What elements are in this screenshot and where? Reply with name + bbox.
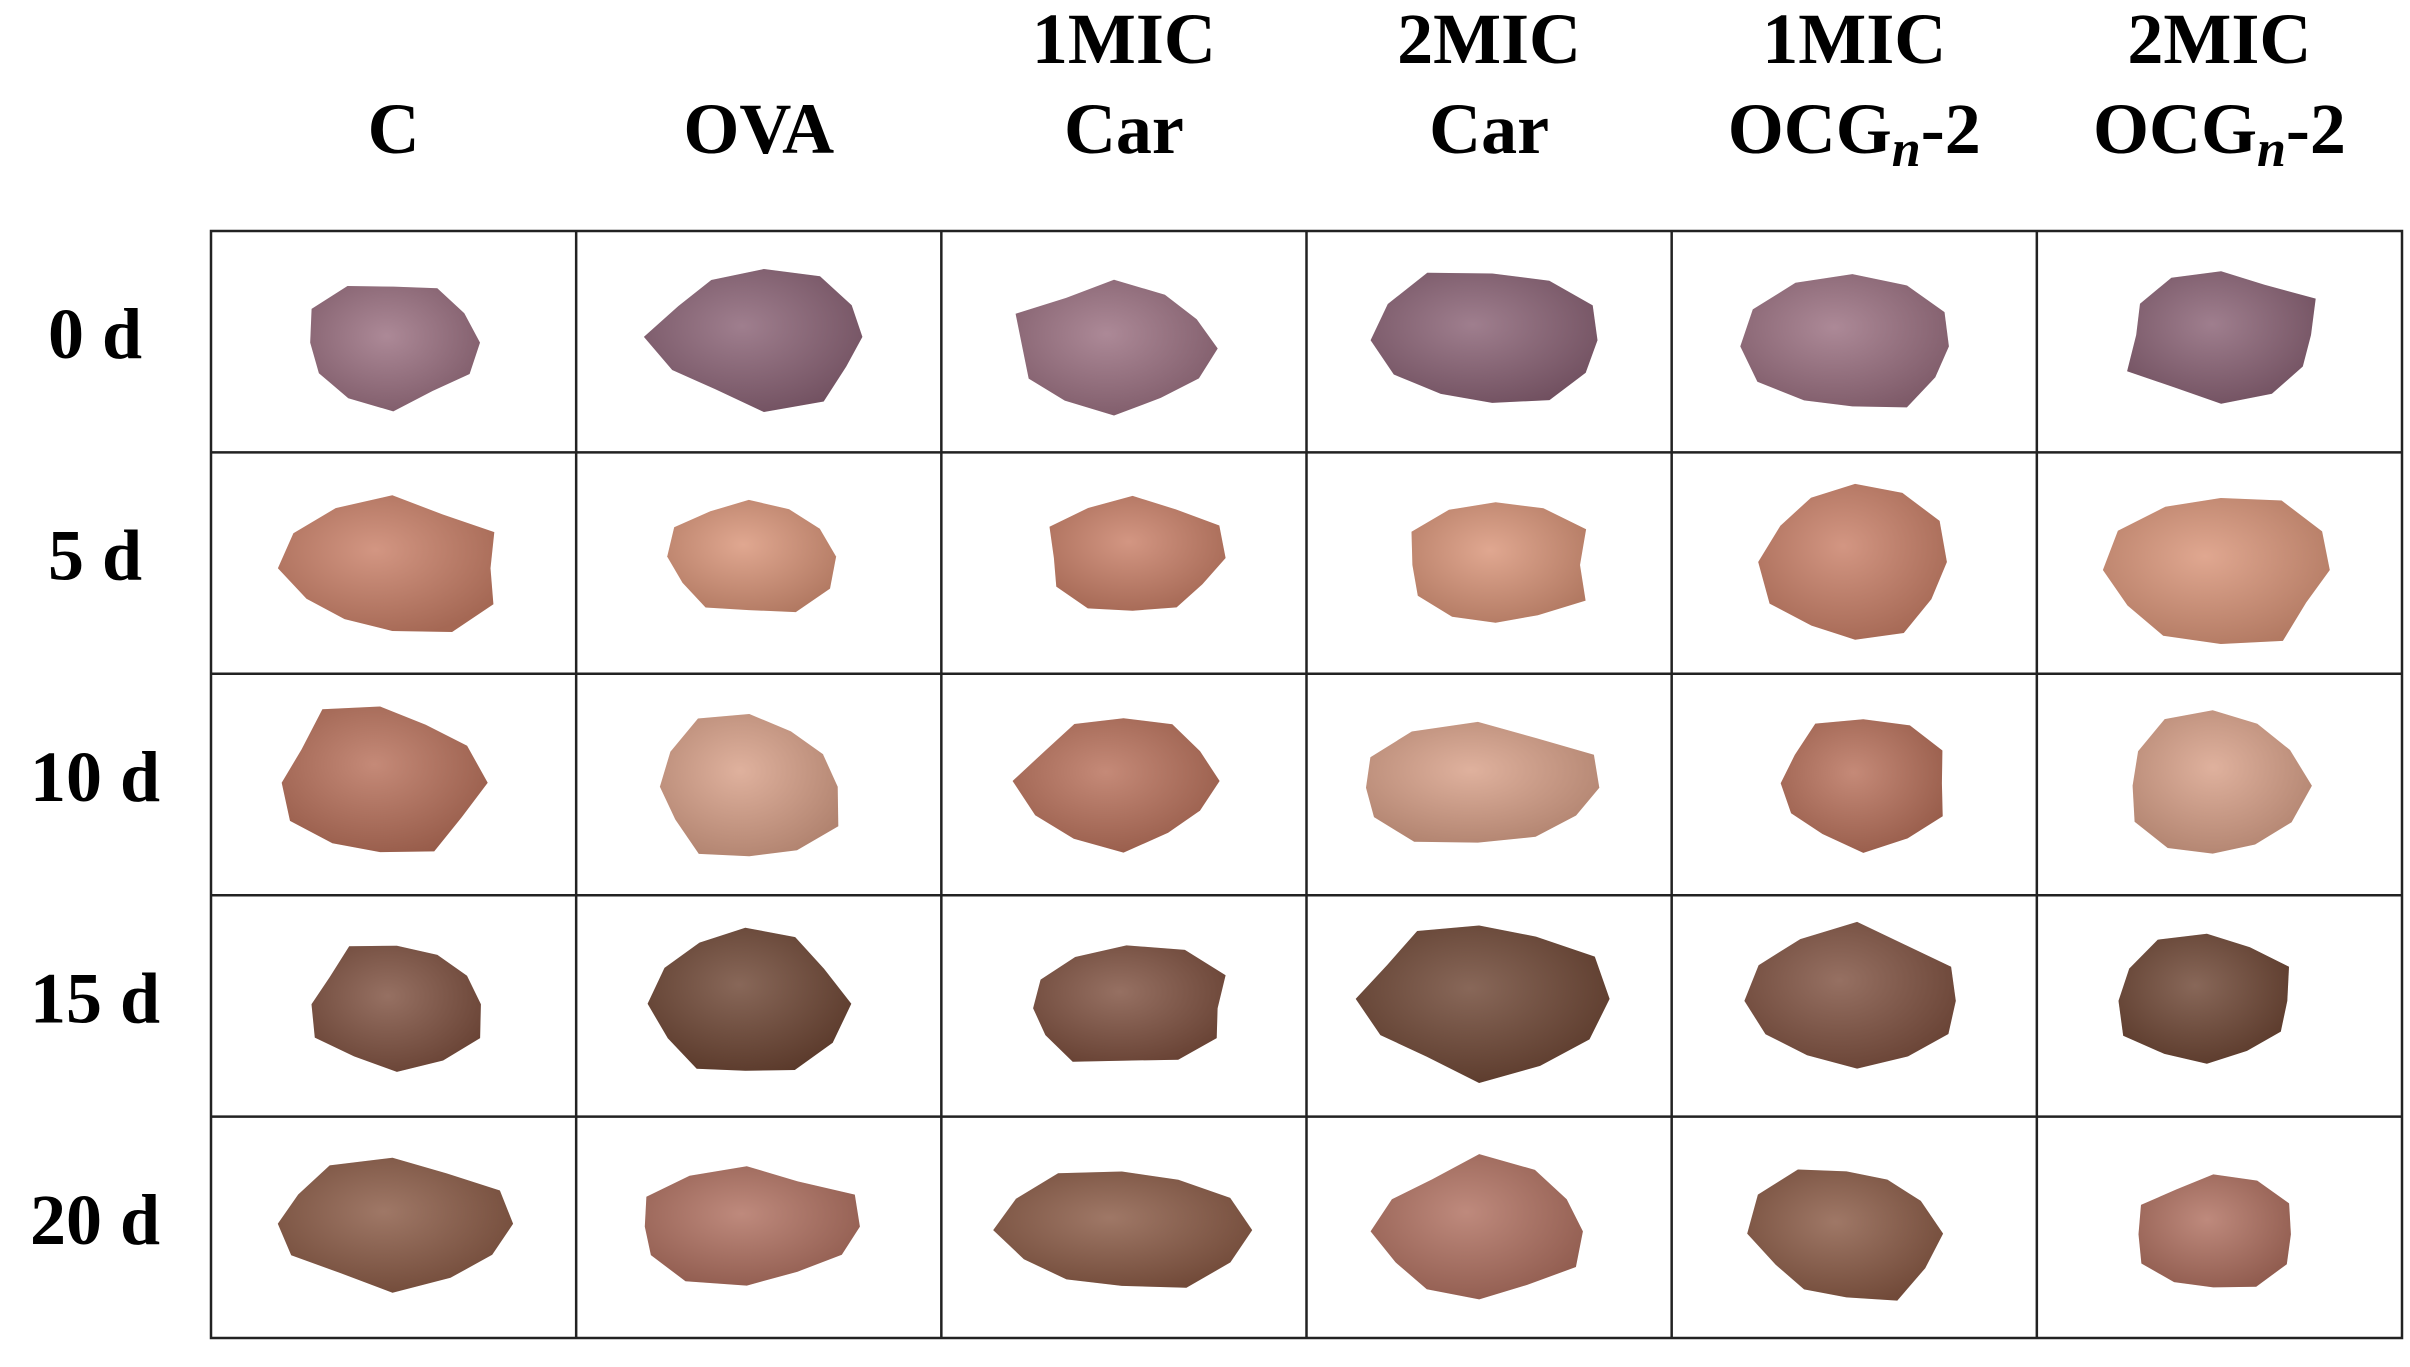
- header-subscript: n: [1892, 121, 1921, 178]
- header-text: C: [368, 89, 420, 169]
- sample-shading: [647, 927, 852, 1071]
- sample-shading: [1758, 483, 1947, 640]
- sample-shading: [1033, 945, 1226, 1062]
- header-text: OVA: [683, 89, 834, 169]
- header-text: OCG: [1728, 89, 1892, 169]
- sample-shading: [1012, 718, 1220, 853]
- header-text: Car: [1429, 89, 1549, 169]
- header-subscript: n: [2257, 121, 2286, 178]
- sample-shading: [1740, 274, 1949, 408]
- sample-shading: [2127, 271, 2316, 404]
- column-header: 1MIC: [1032, 0, 1216, 79]
- sample-shading: [993, 1171, 1253, 1288]
- column-header: 1MIC: [1762, 0, 1946, 79]
- sample-shading: [667, 499, 837, 613]
- sample-shading: [2118, 933, 2289, 1064]
- sample-shading: [644, 1166, 860, 1286]
- header-suffix: -2: [2286, 89, 2346, 169]
- sample-shading: [1370, 1154, 1583, 1300]
- column-header: OCGn-2: [1728, 89, 1981, 178]
- header-text: 2MIC: [1397, 0, 1581, 79]
- sample-shading: [2138, 1174, 2291, 1288]
- row-label: 20 d: [30, 1180, 160, 1260]
- sample-shading: [1747, 1169, 1944, 1301]
- row-label: 15 d: [30, 958, 160, 1038]
- column-header: 2MIC: [1397, 0, 1581, 79]
- sample-shading: [1744, 921, 1956, 1069]
- header-text: Car: [1064, 89, 1184, 169]
- sample-shading: [1366, 721, 1600, 843]
- sample-shading: [659, 714, 839, 857]
- sample-shading: [1355, 925, 1610, 1083]
- header-text: 1MIC: [1762, 0, 1946, 79]
- sample-shading: [2102, 498, 2330, 644]
- column-header: OCGn-2: [2093, 89, 2346, 178]
- sample-shading: [1049, 495, 1226, 611]
- header-text: 1MIC: [1032, 0, 1216, 79]
- column-header: Car: [1064, 89, 1184, 169]
- sample-shading: [311, 945, 481, 1072]
- sample-shading: [310, 286, 480, 412]
- column-header: Car: [1429, 89, 1549, 169]
- sample-shading: [277, 495, 495, 632]
- header-text: OCG: [2093, 89, 2257, 169]
- header-suffix: -2: [1921, 89, 1981, 169]
- row-label: 10 d: [30, 737, 160, 817]
- sample-shading: [1370, 272, 1598, 403]
- sample-shading: [643, 269, 863, 412]
- sample-shading: [2132, 710, 2312, 854]
- sample-shading: [1015, 279, 1218, 416]
- header-text: 2MIC: [2127, 0, 2311, 79]
- sample-shading: [1411, 502, 1587, 623]
- column-header: OVA: [683, 89, 834, 169]
- sample-shading: [281, 706, 488, 853]
- column-header: C: [368, 89, 420, 169]
- sample-shading: [277, 1157, 514, 1293]
- row-label: 0 d: [48, 294, 142, 374]
- sample-shading: [1780, 719, 1943, 853]
- column-header: 2MIC: [2127, 0, 2311, 79]
- row-label: 5 d: [48, 516, 142, 596]
